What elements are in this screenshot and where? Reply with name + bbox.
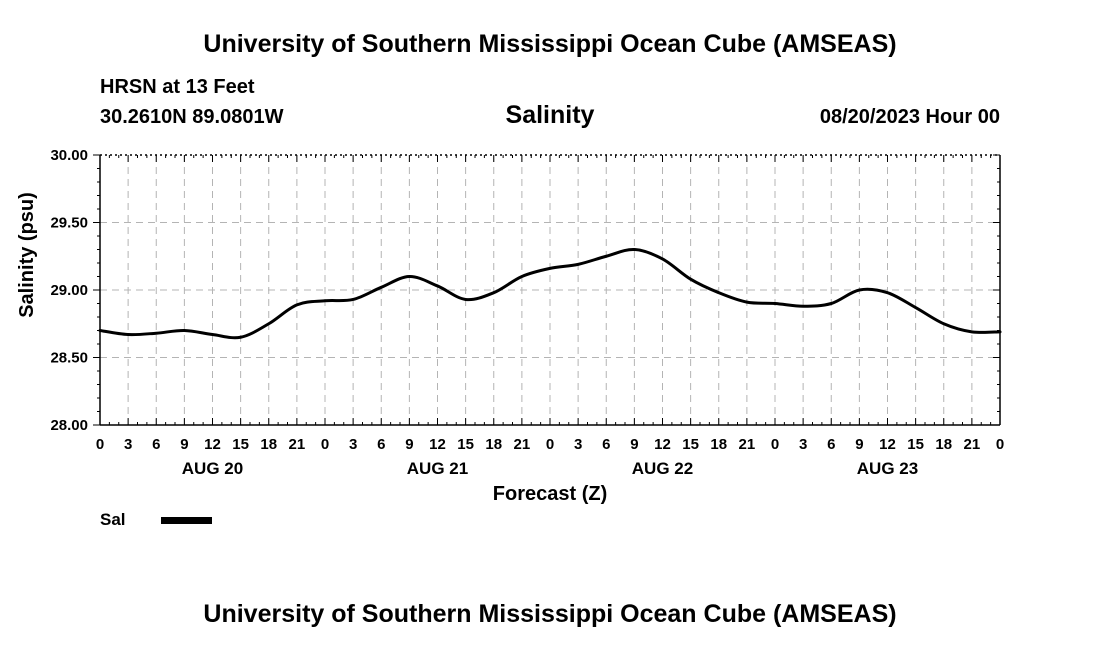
- x-day-label: AUG 20: [182, 459, 243, 478]
- x-tick-label: 3: [349, 436, 357, 453]
- x-tick-label: 9: [180, 436, 188, 453]
- x-day-label: AUG 21: [407, 459, 468, 478]
- label-layer: Forecast (Z) Salinity (psu) 28.00 28.50 29…: [16, 147, 1004, 505]
- x-tick-label: 15: [682, 436, 699, 453]
- series-layer: [98, 247, 1002, 340]
- grid-layer: [100, 155, 1000, 425]
- x-day-label: AUG 22: [632, 459, 693, 478]
- y-tick-label: 28.50: [50, 350, 88, 367]
- x-tick-label: 3: [124, 436, 132, 453]
- chart-title-bottom: University of Southern Mississippi Ocean…: [203, 600, 897, 628]
- x-tick-label: 12: [204, 436, 221, 453]
- x-tick-label: 21: [289, 436, 306, 453]
- x-tick-label: 18: [710, 436, 727, 453]
- x-tick-label: 3: [574, 436, 582, 453]
- x-day-label: AUG 23: [857, 459, 918, 478]
- station-label: HRSN at 13 Feet: [100, 76, 255, 98]
- x-tick-label: 21: [514, 436, 531, 453]
- y-tick-label: 29.00: [50, 282, 88, 299]
- y-tick-label: 30.00: [50, 147, 88, 164]
- x-tick-label: 0: [771, 436, 779, 453]
- x-tick-label: 0: [546, 436, 554, 453]
- x-tick-label: 6: [827, 436, 835, 453]
- x-tick-label: 12: [879, 436, 896, 453]
- x-tick-label: 0: [996, 436, 1004, 453]
- x-tick-label: 18: [260, 436, 277, 453]
- legend-swatch: [161, 517, 212, 524]
- x-tick-label: 9: [405, 436, 413, 453]
- x-tick-label: 9: [630, 436, 638, 453]
- x-tick-label: 18: [935, 436, 952, 453]
- x-tick-label: 3: [799, 436, 807, 453]
- axis-layer: [93, 154, 1001, 426]
- x-tick-label: 6: [602, 436, 610, 453]
- x-tick-label: 15: [457, 436, 474, 453]
- x-tick-label: 9: [855, 436, 863, 453]
- forecast-datetime: 08/20/2023 Hour 00: [819, 106, 1000, 128]
- x-tick-label: 0: [96, 436, 104, 453]
- x-tick-label: 12: [429, 436, 446, 453]
- x-tick-label: 0: [321, 436, 329, 453]
- y-axis-label: Salinity (psu): [16, 192, 38, 318]
- x-tick-label: 21: [964, 436, 981, 453]
- x-tick-label: 21: [739, 436, 756, 453]
- x-tick-label: 6: [152, 436, 160, 453]
- x-tick-label: 6: [377, 436, 385, 453]
- x-tick-label: 15: [907, 436, 924, 453]
- parameter-title: Salinity: [505, 101, 595, 129]
- x-tick-label: 12: [654, 436, 671, 453]
- x-tick-label: 18: [485, 436, 502, 453]
- y-tick-label: 29.50: [50, 215, 88, 232]
- y-tick-label: 28.00: [50, 417, 88, 434]
- legend-label: Sal: [100, 510, 126, 529]
- x-axis-label: Forecast (Z): [493, 483, 607, 505]
- series-line-sal: [98, 247, 1002, 340]
- chart-title-top: University of Southern Mississippi Ocean…: [203, 30, 897, 58]
- coordinates-label: 30.2610N 89.0801W: [100, 106, 284, 128]
- x-tick-label: 15: [232, 436, 249, 453]
